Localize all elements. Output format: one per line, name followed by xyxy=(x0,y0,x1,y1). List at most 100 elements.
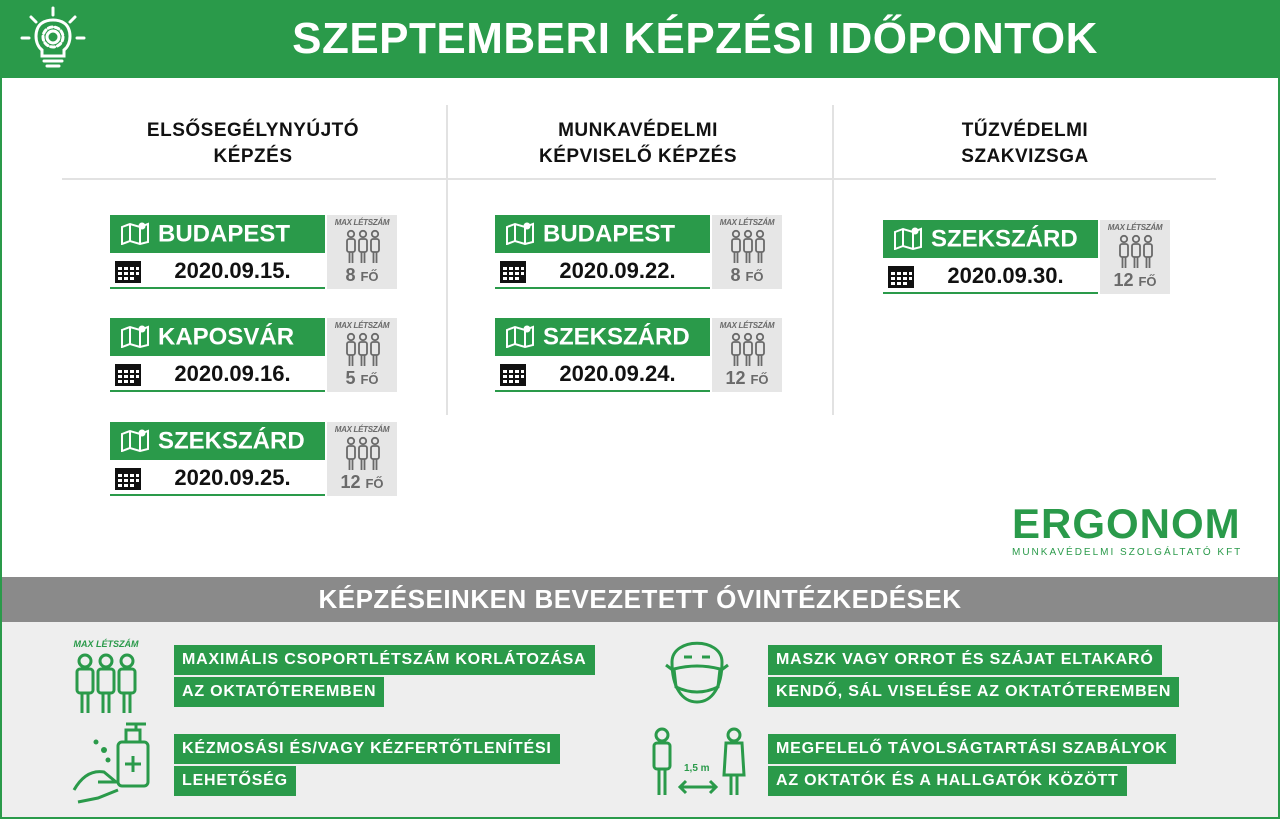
hand-sanitizer-icon xyxy=(72,722,150,804)
session-city: BUDAPEST xyxy=(110,215,325,253)
session-city-label: SZEKSZÁRD xyxy=(158,427,305,455)
max-headcount-box: MAX LÉTSZÁM 12 FŐ xyxy=(327,422,397,496)
lightbulb-gear-icon xyxy=(20,6,86,68)
calendar-icon xyxy=(887,263,915,300)
session-card: SZEKSZÁRD 2020.09.30. MAX LÉTSZÁM 12 FŐ xyxy=(883,220,1173,296)
map-pin-icon xyxy=(120,323,158,350)
session-city-label: BUDAPEST xyxy=(543,220,676,248)
session-date-label: 2020.09.22. xyxy=(559,258,676,283)
calendar-icon xyxy=(499,258,527,295)
precaution-distance-line2: AZ OKTATÓK ÉS A HALLGATÓK KÖZÖTT xyxy=(768,766,1127,796)
column-divider xyxy=(446,105,448,415)
people-icon xyxy=(344,436,382,477)
precautions-title: KÉPZÉSEINKEN BEVEZETETT ÓVINTÉZKEDÉSEK xyxy=(2,577,1278,622)
session-card: SZEKSZÁRD 2020.09.25. MAX LÉTSZÁM 12 FŐ xyxy=(110,422,400,498)
precaution-sanitizer-line1: KÉZMOSÁSI ÉS/VAGY KÉZFERTŐTLENÍTÉSI xyxy=(174,734,560,764)
session-date-label: 2020.09.16. xyxy=(174,361,291,386)
session-date: 2020.09.30. xyxy=(883,258,1098,294)
max-headcount-box: MAX LÉTSZÁM 5 FŐ xyxy=(327,318,397,392)
max-headcount-box: MAX LÉTSZÁM 8 FŐ xyxy=(327,215,397,289)
calendar-icon xyxy=(499,361,527,398)
precaution-mask-line1: MASZK VAGY ORROT ÉS SZÁJAT ELTAKARÓ xyxy=(768,645,1162,675)
calendar-icon xyxy=(114,361,142,398)
people-icon xyxy=(344,332,382,373)
column-title-line1: ELSŐSEGÉLYNYÚJTÓ xyxy=(146,120,360,141)
social-distance-icon: 1,5 m xyxy=(648,725,748,805)
logo-subtitle: MUNKAVÉDELMI SZOLGÁLTATÓ KFT xyxy=(1012,547,1243,558)
column-header-divider xyxy=(62,178,1216,180)
max-headcount-box: MAX LÉTSZÁM 12 FŐ xyxy=(1100,220,1170,294)
headcount-number: 8 xyxy=(730,265,741,285)
max-headcount-label: MAX LÉTSZÁM xyxy=(334,218,390,227)
session-city: SZEKSZÁRD xyxy=(110,422,325,460)
precaution-distance-line1: MEGFELELŐ TÁVOLSÁGTARTÁSI SZABÁLYOK xyxy=(768,734,1176,764)
column-divider xyxy=(832,105,834,415)
session-date: 2020.09.16. xyxy=(110,356,325,392)
session-date-label: 2020.09.25. xyxy=(174,465,291,490)
session-city-label: SZEKSZÁRD xyxy=(931,225,1078,253)
map-pin-icon xyxy=(120,220,158,247)
session-date-label: 2020.09.24. xyxy=(559,361,676,386)
headcount-unit: FŐ xyxy=(365,476,384,491)
max-headcount-label: MAX LÉTSZÁM xyxy=(334,425,390,434)
headcount-unit: FŐ xyxy=(360,269,379,284)
calendar-icon xyxy=(114,258,142,295)
header-bar: SZEPTEMBERI KÉPZÉSI IDŐPONTOK xyxy=(0,0,1280,78)
column-title-line2: SZAKVIZSGA xyxy=(961,146,1089,167)
max-headcount-value: 5 FŐ xyxy=(327,368,397,389)
column-title-safety-rep: MUNKAVÉDELMI KÉPVISELŐ KÉPZÉS xyxy=(488,118,788,170)
face-mask-icon xyxy=(665,641,729,704)
calendar-icon xyxy=(114,465,142,502)
session-city-label: SZEKSZÁRD xyxy=(543,323,690,351)
session-date-label: 2020.09.30. xyxy=(947,263,1064,288)
map-pin-icon xyxy=(120,427,158,454)
max-headcount-icon: MAX LÉTSZÁM xyxy=(68,639,144,724)
headcount-number: 12 xyxy=(725,368,746,388)
map-pin-icon xyxy=(893,225,931,252)
precautions-section: KÉPZÉSEINKEN BEVEZETETT ÓVINTÉZKEDÉSEK M… xyxy=(2,577,1278,817)
headcount-number: 12 xyxy=(1113,270,1134,290)
session-city-label: BUDAPEST xyxy=(158,220,291,248)
page-title: SZEPTEMBERI KÉPZÉSI IDŐPONTOK xyxy=(292,14,1098,63)
headcount-unit: FŐ xyxy=(745,269,764,284)
logo-name: ERGONOM xyxy=(1012,500,1241,547)
session-date: 2020.09.25. xyxy=(110,460,325,496)
people-icon xyxy=(1117,234,1155,275)
headcount-number: 12 xyxy=(340,472,361,492)
precaution-headcount-line2: AZ OKTATÓTEREMBEN xyxy=(174,677,385,707)
session-city: KAPOSVÁR xyxy=(110,318,325,356)
column-title-line2: KÉPVISELŐ KÉPZÉS xyxy=(538,146,738,167)
headcount-unit: FŐ xyxy=(1138,274,1157,289)
session-city-label: KAPOSVÁR xyxy=(158,323,295,351)
ergonom-logo: ERGONOM MUNKAVÉDELMI SZOLGÁLTATÓ KFT xyxy=(1012,500,1252,559)
people-icon xyxy=(729,229,767,270)
session-card: BUDAPEST 2020.09.15. MAX LÉTSZÁM 8 FŐ xyxy=(110,215,400,291)
session-date: 2020.09.15. xyxy=(110,253,325,289)
session-date: 2020.09.24. xyxy=(495,356,710,392)
max-headcount-label: MAX LÉTSZÁM xyxy=(334,321,390,330)
max-headcount-box: MAX LÉTSZÁM 12 FŐ xyxy=(712,318,782,392)
max-headcount-value: 12 FŐ xyxy=(327,472,397,493)
session-card: SZEKSZÁRD 2020.09.24. MAX LÉTSZÁM 12 FŐ xyxy=(495,318,785,394)
max-headcount-value: 8 FŐ xyxy=(327,265,397,286)
headcount-unit: FŐ xyxy=(360,372,379,387)
column-title-line1: TŰZVÉDELMI xyxy=(961,120,1089,141)
people-icon xyxy=(729,332,767,373)
column-title-line2: KÉPZÉS xyxy=(213,146,293,167)
precaution-sanitizer-line2: LEHETŐSÉG xyxy=(174,766,296,796)
max-headcount-label: MAX LÉTSZÁM xyxy=(719,321,775,330)
max-headcount-box: MAX LÉTSZÁM 8 FŐ xyxy=(712,215,782,289)
column-title-fire-safety: TŰZVÉDELMI SZAKVIZSGA xyxy=(875,118,1175,170)
max-headcount-value: 12 FŐ xyxy=(712,368,782,389)
column-title-first-aid: ELSŐSEGÉLYNYÚJTÓ KÉPZÉS xyxy=(103,118,403,170)
max-headcount-icon-label: MAX LÉTSZÁM xyxy=(73,639,139,649)
max-headcount-value: 8 FŐ xyxy=(712,265,782,286)
column-title-line1: MUNKAVÉDELMI xyxy=(558,120,718,141)
map-pin-icon xyxy=(505,323,543,350)
max-headcount-label: MAX LÉTSZÁM xyxy=(1107,223,1163,232)
precaution-mask-line2: KENDŐ, SÁL VISELÉSE AZ OKTATÓTEREMBEN xyxy=(768,677,1180,707)
headcount-number: 5 xyxy=(345,368,356,388)
session-city: SZEKSZÁRD xyxy=(883,220,1098,258)
headcount-unit: FŐ xyxy=(750,372,769,387)
